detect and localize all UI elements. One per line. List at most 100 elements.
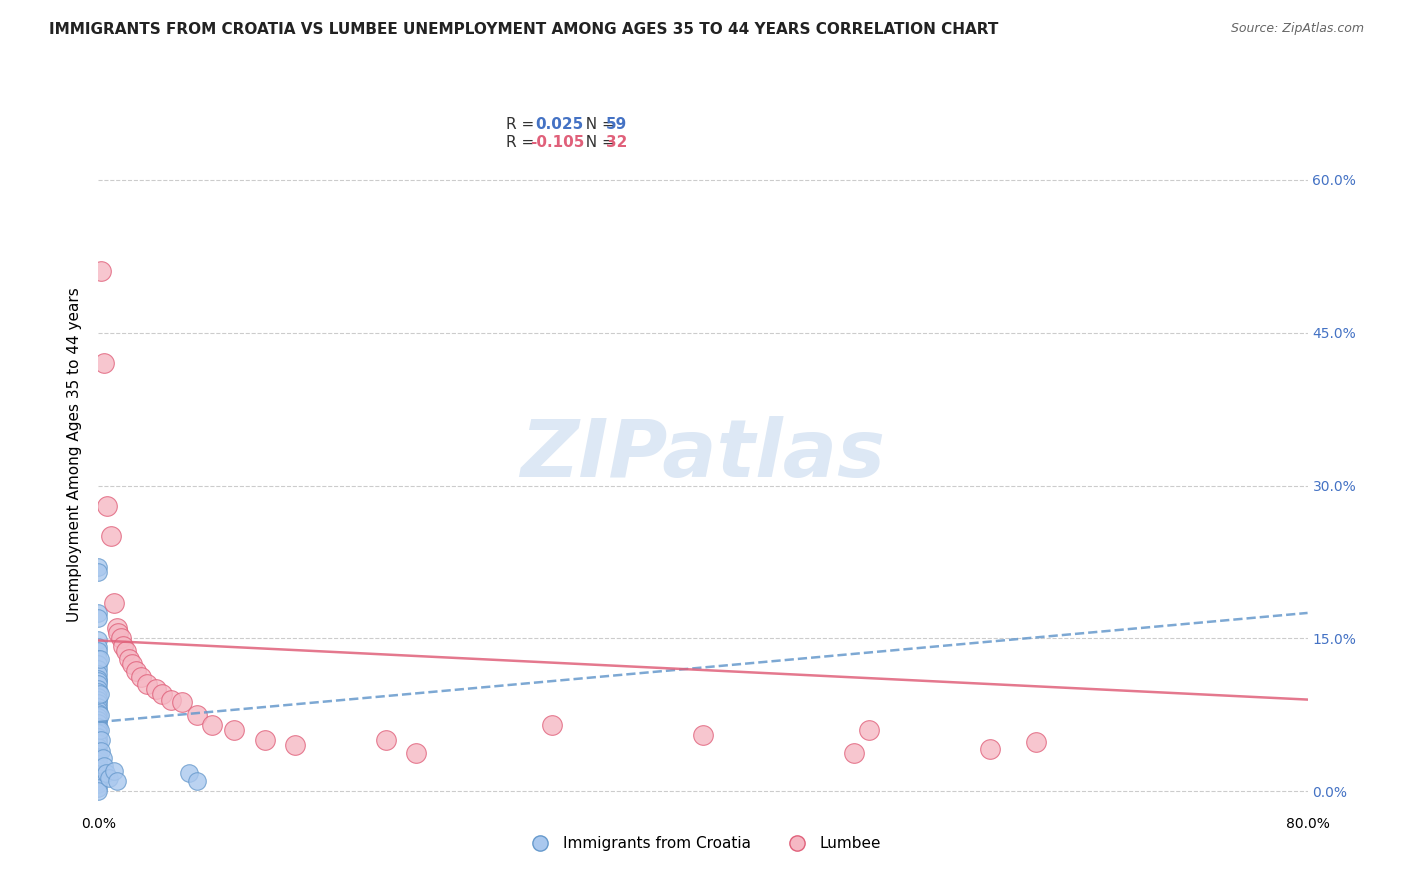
- Point: [179, 766, 201, 780]
- Point: [98, 771, 121, 785]
- Point: [87, 677, 110, 691]
- Point: [89, 652, 111, 666]
- Point: [87, 774, 110, 789]
- Point: [186, 707, 208, 722]
- Point: [89, 723, 111, 738]
- Point: [87, 743, 110, 757]
- Point: [103, 596, 125, 610]
- Point: [87, 777, 110, 791]
- Point: [121, 657, 143, 671]
- Point: [87, 672, 110, 686]
- Point: [87, 652, 110, 666]
- Point: [253, 733, 276, 747]
- Point: [201, 718, 224, 732]
- Point: [90, 733, 112, 747]
- Point: [87, 764, 110, 778]
- Point: [87, 662, 110, 676]
- Point: [87, 736, 110, 750]
- Point: [87, 692, 110, 706]
- Point: [114, 643, 136, 657]
- Point: [87, 767, 110, 781]
- Text: ZIPatlas: ZIPatlas: [520, 416, 886, 494]
- Point: [224, 723, 246, 738]
- Point: [96, 499, 118, 513]
- Point: [87, 710, 110, 724]
- Point: [90, 743, 112, 757]
- Point: [374, 733, 396, 747]
- Point: [93, 356, 115, 370]
- Text: 32: 32: [606, 135, 627, 150]
- Point: [844, 746, 866, 760]
- Point: [105, 774, 128, 789]
- Point: [87, 781, 110, 796]
- Point: [93, 759, 115, 773]
- Point: [87, 706, 110, 720]
- Point: [87, 750, 110, 764]
- Point: [87, 682, 110, 697]
- Point: [87, 716, 110, 731]
- Text: N =: N =: [576, 135, 620, 150]
- Point: [87, 640, 110, 654]
- Point: [87, 611, 110, 625]
- Point: [87, 740, 110, 755]
- Point: [979, 741, 1001, 756]
- Text: Source: ZipAtlas.com: Source: ZipAtlas.com: [1230, 22, 1364, 36]
- Point: [89, 688, 111, 702]
- Point: [858, 723, 880, 738]
- Point: [89, 707, 111, 722]
- Point: [145, 682, 167, 697]
- Point: [405, 746, 427, 760]
- Point: [111, 639, 134, 653]
- Point: [1024, 735, 1046, 749]
- Point: [87, 685, 110, 699]
- Point: [87, 747, 110, 761]
- Point: [107, 626, 129, 640]
- Point: [91, 750, 114, 764]
- Text: 0.025: 0.025: [534, 117, 583, 132]
- Point: [150, 688, 173, 702]
- Point: [160, 692, 183, 706]
- Point: [87, 667, 110, 681]
- Point: [87, 699, 110, 714]
- Point: [105, 621, 128, 635]
- Point: [87, 720, 110, 734]
- Point: [87, 754, 110, 768]
- Point: [118, 652, 141, 666]
- Point: [87, 565, 110, 579]
- Point: [170, 695, 193, 709]
- Point: [87, 726, 110, 740]
- Point: [87, 784, 110, 798]
- Point: [87, 643, 110, 657]
- Legend: Immigrants from Croatia, Lumbee: Immigrants from Croatia, Lumbee: [519, 830, 887, 857]
- Point: [87, 674, 110, 689]
- Point: [87, 703, 110, 717]
- Point: [125, 664, 148, 678]
- Text: IMMIGRANTS FROM CROATIA VS LUMBEE UNEMPLOYMENT AMONG AGES 35 TO 44 YEARS CORRELA: IMMIGRANTS FROM CROATIA VS LUMBEE UNEMPL…: [49, 22, 998, 37]
- Point: [135, 677, 157, 691]
- Point: [87, 606, 110, 620]
- Text: R =: R =: [506, 117, 544, 132]
- Text: 59: 59: [606, 117, 627, 132]
- Point: [87, 756, 110, 771]
- Point: [90, 264, 112, 278]
- Text: -0.105: -0.105: [530, 135, 585, 150]
- Point: [87, 657, 110, 671]
- Point: [540, 718, 562, 732]
- Point: [110, 632, 132, 646]
- Point: [129, 670, 152, 684]
- Point: [284, 739, 307, 753]
- Point: [87, 696, 110, 710]
- Point: [87, 690, 110, 704]
- Point: [103, 764, 125, 778]
- Point: [87, 713, 110, 727]
- Point: [87, 633, 110, 648]
- Point: [87, 560, 110, 574]
- Point: [692, 728, 714, 742]
- Point: [87, 733, 110, 747]
- Text: N =: N =: [576, 117, 620, 132]
- Point: [100, 529, 122, 543]
- Text: R =: R =: [506, 135, 538, 150]
- Point: [87, 731, 110, 745]
- Y-axis label: Unemployment Among Ages 35 to 44 years: Unemployment Among Ages 35 to 44 years: [67, 287, 83, 623]
- Point: [94, 766, 117, 780]
